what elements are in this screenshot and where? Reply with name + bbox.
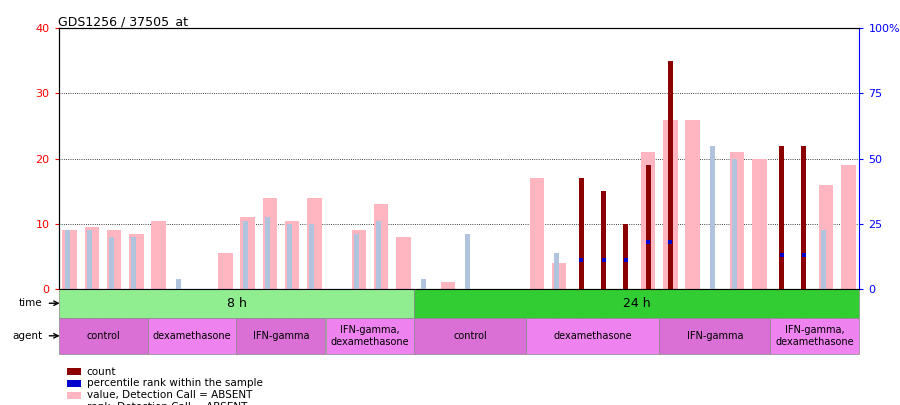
Bar [819, 185, 833, 289]
Bar [842, 165, 856, 289]
Bar [67, 380, 81, 387]
Bar [601, 191, 606, 289]
Bar [148, 318, 237, 354]
Bar [58, 289, 415, 318]
Text: percentile rank within the sample: percentile rank within the sample [86, 378, 263, 388]
Bar [237, 318, 326, 354]
Bar [58, 318, 148, 354]
Text: dexamethasone: dexamethasone [153, 331, 231, 341]
Bar [67, 368, 81, 375]
Text: IFN-gamma: IFN-gamma [687, 331, 743, 341]
Bar [801, 146, 806, 289]
Bar [376, 220, 381, 289]
Text: 8 h: 8 h [227, 297, 247, 310]
Text: IFN-gamma,
dexamethasone: IFN-gamma, dexamethasone [776, 325, 854, 347]
Bar [67, 392, 81, 399]
Bar [85, 227, 99, 289]
Text: 24 h: 24 h [623, 297, 651, 310]
Bar [526, 318, 659, 354]
Bar [285, 220, 300, 289]
Bar [752, 159, 767, 289]
Bar [354, 234, 359, 289]
Bar [641, 152, 655, 289]
Text: dexamethasone: dexamethasone [554, 331, 632, 341]
Bar [668, 61, 673, 289]
Bar [67, 403, 81, 405]
Bar [109, 237, 114, 289]
Bar [420, 279, 426, 289]
Bar [307, 198, 321, 289]
Bar [176, 279, 181, 289]
Bar [659, 318, 770, 354]
Text: value, Detection Call = ABSENT: value, Detection Call = ABSENT [86, 390, 252, 400]
Bar [374, 204, 389, 289]
Bar [240, 217, 255, 289]
Bar [733, 159, 737, 289]
Bar [645, 165, 651, 289]
Bar [554, 253, 559, 289]
Bar [441, 282, 455, 289]
Text: IFN-gamma,
dexamethasone: IFN-gamma, dexamethasone [330, 325, 410, 347]
Bar [415, 289, 860, 318]
Bar [579, 178, 584, 289]
Bar [821, 230, 826, 289]
Bar [87, 230, 92, 289]
Bar [263, 198, 277, 289]
Bar [624, 224, 628, 289]
Bar [62, 230, 77, 289]
Bar [779, 146, 784, 289]
Bar [131, 237, 137, 289]
Bar [686, 119, 700, 289]
Bar [552, 263, 566, 289]
Bar [151, 220, 166, 289]
Bar [730, 152, 744, 289]
Bar [265, 217, 270, 289]
Text: time: time [19, 298, 42, 308]
Bar [663, 119, 678, 289]
Bar [65, 230, 69, 289]
Text: agent: agent [13, 331, 42, 341]
Bar [326, 318, 415, 354]
Bar [243, 220, 248, 289]
Text: IFN-gamma: IFN-gamma [253, 331, 310, 341]
Bar [287, 224, 292, 289]
Bar [310, 224, 314, 289]
Bar [415, 318, 526, 354]
Bar [107, 230, 122, 289]
Bar [770, 318, 860, 354]
Bar [218, 253, 232, 289]
Text: count: count [86, 367, 116, 377]
Text: control: control [454, 331, 487, 341]
Text: control: control [86, 331, 120, 341]
Bar [465, 234, 470, 289]
Bar [352, 230, 366, 289]
Text: GDS1256 / 37505_at: GDS1256 / 37505_at [58, 15, 188, 28]
Bar [129, 234, 144, 289]
Text: rank, Detection Call = ABSENT: rank, Detection Call = ABSENT [86, 402, 247, 405]
Bar [710, 146, 715, 289]
Bar [396, 237, 410, 289]
Bar [529, 178, 544, 289]
